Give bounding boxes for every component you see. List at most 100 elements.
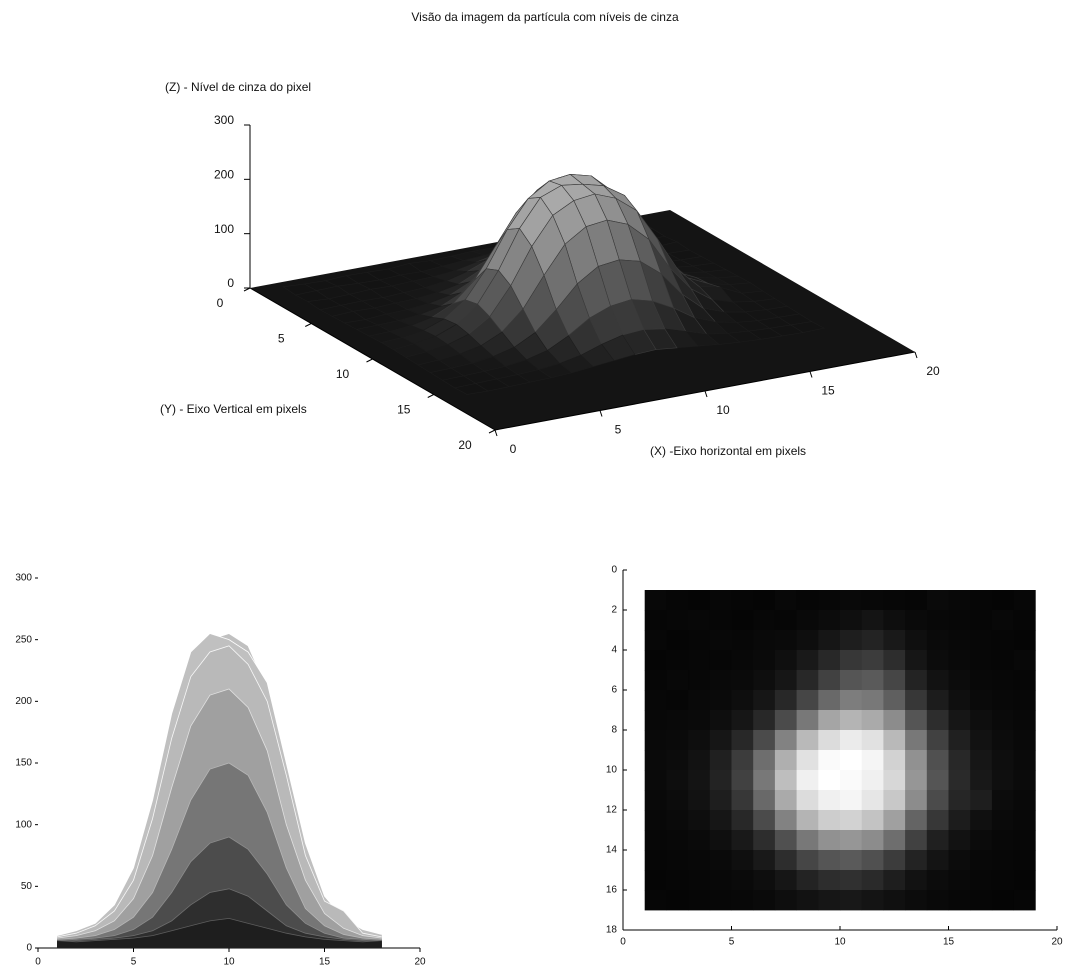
heatmap-cell — [753, 670, 776, 691]
heatmap-cell — [1013, 750, 1036, 771]
heatmap-cell — [840, 770, 863, 791]
heatmap-cell — [774, 770, 797, 791]
heatmap-cell — [948, 590, 971, 611]
heatmap-cell — [840, 750, 863, 771]
heatmap-cell — [840, 710, 863, 731]
heatmap-cell — [666, 890, 689, 911]
heatmap-cell — [1013, 610, 1036, 631]
heatmap-cell — [774, 890, 797, 911]
x-tick — [494, 429, 498, 437]
heatmap-cell — [905, 850, 928, 871]
heatmap-cell — [970, 650, 993, 671]
heatmap-cell — [731, 710, 754, 731]
heatmap-cell — [840, 850, 863, 871]
x-axis-label: (X) -Eixo horizontal em pixels — [650, 444, 806, 458]
heatmap-cell — [818, 790, 841, 811]
profile-line — [56, 633, 382, 937]
heatmap-cell — [926, 610, 949, 631]
heatmap-cell — [688, 830, 711, 851]
heatmap-cell — [926, 890, 949, 911]
heatmap-cell — [1013, 710, 1036, 731]
heatmap-cell — [709, 770, 732, 791]
heatmap-cell — [905, 690, 928, 711]
heatmap-cell — [970, 810, 993, 831]
heatmap-cell — [1013, 890, 1036, 911]
heatmap-cell — [991, 790, 1014, 811]
heatmap-cell — [709, 650, 732, 671]
heatmap-cell — [796, 690, 819, 711]
heatmap-cell — [818, 830, 841, 851]
heatmap-cell — [774, 650, 797, 671]
heatmap-cell — [818, 890, 841, 911]
heatmap-cell — [796, 830, 819, 851]
profile-area — [57, 888, 382, 948]
heatmap-cell — [753, 710, 776, 731]
heatmap-cell — [970, 610, 993, 631]
heatmap-cell — [818, 870, 841, 891]
x-tick-label: 15 — [943, 937, 955, 948]
heatmap-cell — [948, 790, 971, 811]
heatmap-cell — [991, 590, 1014, 611]
y-tick-label: 5 — [278, 332, 285, 346]
heatmap-cell — [666, 690, 689, 711]
heatmap-cell — [688, 690, 711, 711]
heatmap-cell — [905, 750, 928, 771]
heatmap-cell — [861, 690, 884, 711]
heatmap-cell — [883, 610, 906, 631]
x-tick-label: 5 — [729, 937, 735, 948]
heatmap-cell — [774, 690, 797, 711]
heatmap-cell — [926, 690, 949, 711]
heatmap-cell — [861, 790, 884, 811]
heatmap-cell — [709, 870, 732, 891]
heatmap-cell — [731, 650, 754, 671]
heatmap-cell — [948, 850, 971, 871]
heatmap-cell — [688, 730, 711, 751]
heatmap-cell — [731, 890, 754, 911]
heatmap-cell — [796, 870, 819, 891]
heatmap-cell — [818, 630, 841, 651]
heatmap-cell — [970, 730, 993, 751]
heatmap-cell — [688, 750, 711, 771]
heatmap-cell — [731, 750, 754, 771]
heatmap-cell — [991, 610, 1014, 631]
y-tick-label: 6 — [611, 685, 617, 696]
heatmap-cell — [905, 790, 928, 811]
heatmap-cell — [840, 610, 863, 631]
heatmap-cell — [688, 870, 711, 891]
heatmap-cell — [796, 650, 819, 671]
heatmap-cell — [644, 870, 667, 891]
heatmap-cell — [861, 630, 884, 651]
heatmap-cell — [688, 590, 711, 611]
heatmap-cell — [970, 630, 993, 651]
heatmap-cell — [688, 790, 711, 811]
surface-patch — [453, 383, 489, 395]
x-tick-label: 15 — [821, 384, 835, 398]
z-tick-label: 200 — [214, 168, 234, 182]
heatmap-cell — [883, 650, 906, 671]
heatmap-cell — [883, 630, 906, 651]
heatmap-cell — [644, 810, 667, 831]
heatmap-cell — [1013, 850, 1036, 871]
heatmap-cell — [774, 750, 797, 771]
z-tick-label: 100 — [214, 222, 234, 236]
heatmap-cell — [991, 870, 1014, 891]
heatmap-cell — [709, 830, 732, 851]
heatmap-cell — [840, 670, 863, 691]
heatmap-cell — [818, 850, 841, 871]
heatmap-cell — [688, 850, 711, 871]
z-tick-label: 0 — [227, 276, 234, 290]
heatmap-cell — [883, 710, 906, 731]
heatmap-cell — [709, 610, 732, 631]
heatmap-cell — [970, 690, 993, 711]
heatmap-cell — [883, 590, 906, 611]
heatmap-cell — [753, 890, 776, 911]
heatmap-cell — [666, 670, 689, 691]
y-tick — [243, 287, 251, 292]
heatmap-cell — [926, 650, 949, 671]
heatmap-cell — [883, 810, 906, 831]
heatmap-cell — [926, 750, 949, 771]
heatmap-cell — [840, 870, 863, 891]
heatmap-cell — [644, 710, 667, 731]
heatmap-cell — [666, 850, 689, 871]
heatmap-cell — [818, 610, 841, 631]
